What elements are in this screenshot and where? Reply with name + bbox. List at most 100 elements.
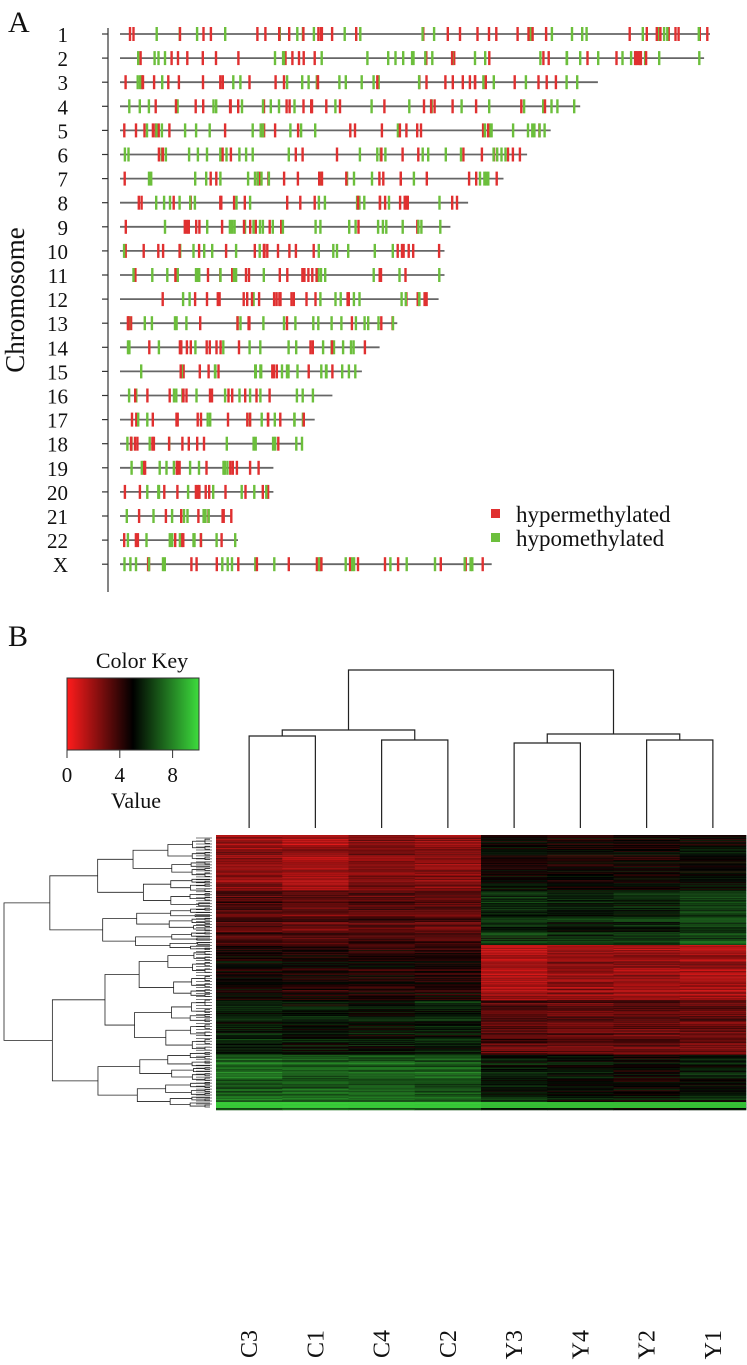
dmr-hyper-mark — [383, 99, 386, 114]
heatmap-cell — [547, 914, 614, 916]
chromosome-label: 17 — [47, 409, 68, 433]
heatmap-cell — [679, 912, 747, 914]
dmr-hyper-mark — [315, 557, 319, 572]
heatmap-cell — [679, 943, 747, 945]
heatmap-cell — [613, 1014, 681, 1016]
heatmap-cell — [481, 1097, 548, 1099]
heatmap-cell — [481, 896, 548, 898]
dmr-hypo-mark — [222, 460, 225, 475]
heatmap-cell — [348, 1090, 416, 1092]
heatmap-cell — [216, 1040, 283, 1042]
heatmap-cell — [216, 936, 283, 938]
heatmap-cell — [348, 851, 416, 853]
row-dendrogram-link — [204, 1104, 210, 1108]
heatmap-cell — [679, 1013, 747, 1015]
heatmap-cell — [216, 954, 283, 956]
heatmap-cell — [547, 963, 614, 965]
heatmap-cell — [216, 1102, 746, 1108]
heatmap-cell — [348, 995, 416, 997]
heatmap-cell — [679, 837, 747, 839]
dmr-hyper-mark — [231, 460, 234, 475]
heatmap-cell — [679, 1007, 747, 1009]
dmr-hypo-mark — [340, 316, 343, 331]
heatmap-cell — [414, 987, 482, 989]
heatmap-cell — [282, 946, 349, 948]
heatmap-cell — [282, 1092, 349, 1094]
heatmap-cell — [613, 898, 681, 900]
heatmap-cell — [481, 977, 548, 979]
heatmap-cell — [282, 1042, 349, 1044]
heatmap-cell — [679, 986, 747, 988]
heatmap-cell — [216, 880, 283, 882]
heatmap-cell — [613, 1057, 681, 1059]
dmr-hypo-mark — [165, 460, 168, 475]
heatmap-cell — [613, 1073, 681, 1075]
heatmap-cell — [613, 857, 681, 859]
dmr-hypo-mark — [168, 195, 172, 210]
heatmap-cell — [547, 977, 614, 979]
heatmap-cell — [282, 968, 349, 970]
heatmap-cell — [282, 1023, 349, 1025]
heatmap-cell — [547, 853, 614, 855]
heatmap-cell — [547, 908, 614, 910]
heatmap-cell — [216, 1012, 283, 1014]
dmr-hyper-mark — [237, 51, 240, 66]
heatmap-cell — [679, 961, 747, 963]
heatmap-cell — [282, 1062, 349, 1064]
heatmap-cell — [679, 886, 747, 888]
dmr-hyper-mark — [219, 75, 222, 90]
heatmap-cell — [348, 1063, 416, 1065]
heatmap-cell — [481, 1074, 548, 1076]
heatmap-cell — [547, 944, 614, 946]
heatmap-cell — [414, 987, 482, 989]
heatmap-cell — [679, 958, 747, 960]
heatmap-cell — [414, 933, 482, 935]
heatmap-cell — [547, 955, 614, 957]
dmr-hypo-mark — [367, 316, 370, 331]
heatmap-cell — [216, 1049, 283, 1051]
heatmap-cell — [679, 1090, 747, 1092]
heatmap-cell — [216, 840, 283, 842]
heatmap-cell — [481, 983, 548, 985]
heatmap-cell — [414, 1055, 482, 1057]
heatmap-cell — [282, 864, 349, 866]
heatmap-cell — [414, 941, 482, 943]
chromosome-track — [120, 123, 551, 138]
heatmap-cell — [481, 1086, 548, 1088]
heatmap-cell — [414, 1029, 482, 1031]
heatmap-cell — [613, 945, 681, 947]
heatmap-cell — [216, 910, 283, 912]
heatmap-cell — [348, 1064, 416, 1066]
chromosome-track — [120, 436, 304, 451]
heatmap-cell — [547, 1085, 614, 1087]
heatmap-cell — [481, 1088, 548, 1090]
dmr-hypo-mark — [579, 51, 582, 66]
dmr-hypo-mark — [666, 27, 669, 41]
heatmap-cell — [348, 1082, 416, 1084]
heatmap-cell — [216, 1011, 283, 1013]
heatmap-cell — [414, 874, 482, 876]
heatmap-cell — [282, 984, 349, 986]
dmr-hyper-mark — [174, 99, 178, 114]
dmr-hypo-mark — [320, 364, 323, 379]
heatmap-cell — [481, 1055, 548, 1057]
dmr-hyper-mark — [197, 243, 201, 258]
heatmap-cell — [679, 957, 747, 960]
heatmap-cell — [216, 952, 283, 954]
dmr-hypo-mark — [193, 195, 197, 210]
heatmap-cell — [481, 885, 548, 887]
dmr-hypo-mark — [317, 557, 321, 572]
dmr-hypo-mark — [238, 147, 241, 162]
heatmap-cell — [547, 912, 614, 914]
heatmap-cell — [679, 938, 747, 940]
heatmap-cell — [613, 870, 681, 872]
heatmap-cell — [282, 1027, 349, 1029]
heatmap-cell — [216, 954, 283, 956]
dmr-hypo-mark — [171, 533, 174, 548]
heatmap-cell — [481, 1003, 548, 1005]
heatmap-cell — [679, 973, 747, 975]
heatmap-cell — [216, 972, 283, 974]
heatmap-cell — [613, 890, 681, 892]
color-key-tick-label: 4 — [115, 763, 126, 787]
heatmap-cell — [679, 1084, 747, 1086]
